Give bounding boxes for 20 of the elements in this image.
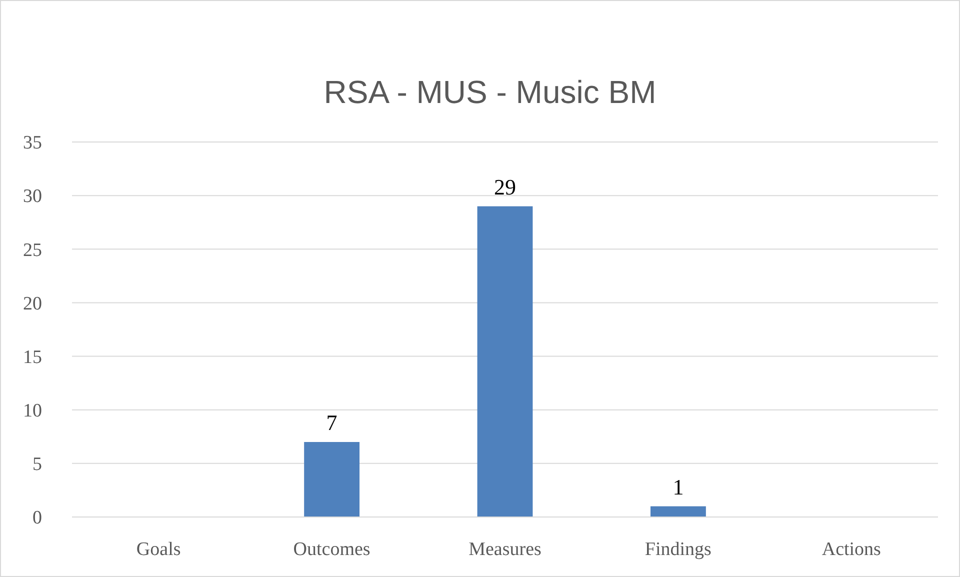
data-label: 7 (326, 410, 338, 435)
y-tick-label: 35 (23, 132, 42, 154)
x-tick-label: Actions (822, 539, 881, 560)
bar (304, 442, 360, 517)
bar (477, 206, 533, 517)
bar (650, 506, 706, 517)
x-tick-label: Goals (136, 539, 181, 560)
y-tick-label: 20 (23, 293, 42, 314)
y-tick-label: 0 (32, 508, 42, 529)
x-tick-label: Measures (468, 539, 542, 560)
data-label: 29 (494, 174, 516, 200)
data-label: 1 (672, 474, 684, 500)
x-tick-label: Outcomes (293, 539, 370, 560)
y-tick-label: 15 (23, 346, 42, 368)
chart-title: RSA - MUS - Music BM (324, 74, 656, 110)
x-tick-label: Findings (644, 539, 712, 560)
y-tick-label: 10 (23, 400, 42, 422)
y-tick-label: 5 (32, 454, 42, 476)
y-tick-label: 25 (23, 240, 42, 261)
y-tick-label: 30 (23, 186, 42, 208)
